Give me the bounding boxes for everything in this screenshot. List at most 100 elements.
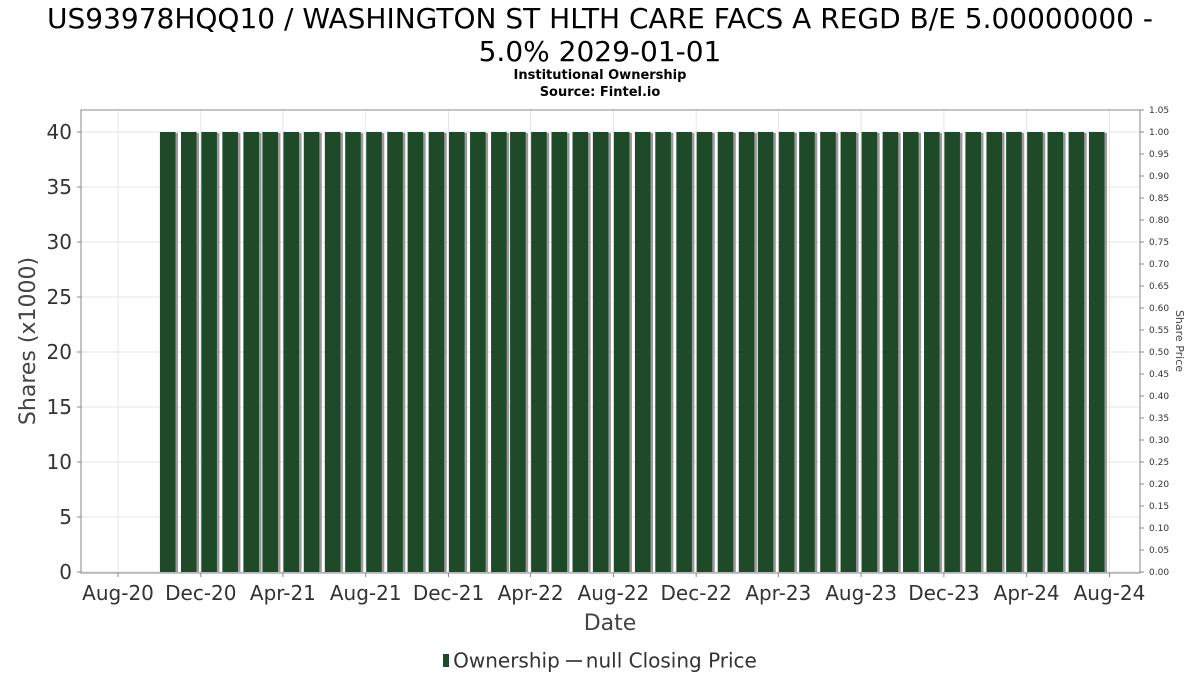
ownership-bar: [407, 132, 424, 572]
x-tick-label: Dec-21: [413, 581, 484, 605]
y2-tick-label: 0.30: [1149, 436, 1169, 446]
legend-ownership-swatch: [443, 654, 450, 667]
chart-source: Source: Fintel.io: [539, 85, 661, 100]
ownership-bar: [180, 132, 197, 572]
ownership-bar: [572, 132, 589, 572]
ownership-bar: [738, 132, 755, 572]
y2-tick-label: 0.70: [1149, 260, 1169, 270]
ownership-bar: [243, 132, 259, 572]
y-tick-label: 30: [47, 230, 72, 254]
x-tick-label: Aug-20: [82, 581, 154, 605]
ownership-bar: [303, 132, 320, 572]
ownership-bar: [676, 132, 692, 572]
ownership-bar: [159, 132, 176, 572]
y2-tick-label: 0.80: [1149, 216, 1169, 226]
chart-title-line-2: 5.0% 2029-01-01: [478, 35, 722, 68]
x-tick-label: Apr-21: [250, 581, 316, 605]
y2-tick-label: 0.35: [1149, 414, 1169, 424]
y-tick-label: 35: [47, 175, 72, 199]
y2-tick-label: 0.20: [1149, 480, 1169, 490]
y2-tick-label: 0.60: [1149, 304, 1169, 314]
ownership-bar: [1047, 132, 1064, 572]
ownership-bar: [387, 132, 403, 572]
legend-ownership-label: Ownership: [453, 648, 560, 673]
ownership-bar: [820, 132, 836, 572]
ownership-bar: [757, 132, 774, 572]
ownership-bar: [283, 132, 300, 572]
ownership-bar: [986, 132, 1003, 572]
ownership-bar: [717, 132, 734, 572]
ownership-bar: [592, 132, 609, 572]
y2-tick-label: 0.90: [1149, 172, 1169, 182]
ownership-bar: [428, 132, 445, 572]
ownership-bar: [222, 132, 238, 572]
x-tick-label: Aug-23: [825, 581, 897, 605]
legend-closing-price-label: null Closing Price: [585, 648, 757, 673]
ownership-bar: [799, 132, 815, 572]
y-tick-label: 0: [59, 560, 72, 584]
ownership-bar: [861, 132, 878, 572]
y2-tick-label: 0.50: [1149, 348, 1169, 358]
plot-frame: [80, 109, 1141, 574]
y2-axis-label: Share Price: [1173, 310, 1186, 372]
ownership-bar: [449, 132, 465, 572]
y-tick-label: 10: [47, 450, 72, 474]
ownership-bar: [944, 132, 960, 572]
y2-tick-label: 0.40: [1149, 392, 1169, 402]
y-tick-label: 20: [47, 340, 72, 364]
y-tick-label: 40: [47, 120, 72, 144]
ownership-bar: [201, 132, 217, 572]
ownership-bar: [634, 132, 651, 572]
ownership-bar: [696, 132, 713, 572]
y2-tick-label: 0.45: [1149, 370, 1169, 380]
ownership-bar: [924, 132, 940, 572]
y-tick-label: 5: [59, 505, 72, 529]
y2-tick-label: 0.65: [1149, 282, 1169, 292]
bars: [159, 132, 1107, 572]
ownership-bar: [902, 132, 919, 572]
y2-tick-label: 0.55: [1149, 326, 1169, 336]
chart-subtitle: Institutional Ownership: [513, 68, 687, 83]
y2-tick-label: 1.05: [1149, 106, 1169, 116]
y2-tick-label: 0.95: [1149, 150, 1169, 160]
x-tick-label: Apr-22: [498, 581, 564, 605]
x-tick-label: Aug-22: [578, 581, 650, 605]
ownership-bar: [551, 132, 568, 572]
ownership-bar: [655, 132, 671, 572]
ownership-bar: [613, 132, 630, 572]
ownership-bar: [366, 132, 382, 572]
x-tick-label: Aug-24: [1074, 581, 1146, 605]
y2-tick-label: 0.10: [1149, 524, 1169, 534]
x-tick-label: Dec-23: [908, 581, 979, 605]
x-tick-label: Apr-23: [745, 581, 811, 605]
x-tick-label: Dec-22: [661, 581, 732, 605]
y2-tick-label: 0.00: [1149, 568, 1169, 578]
ownership-bar: [510, 132, 526, 572]
legend: Ownership null Closing Price: [0, 647, 1200, 673]
y-tick-label: 25: [47, 285, 72, 309]
ownership-bar: [882, 132, 899, 572]
x-tick-label: Aug-21: [330, 581, 402, 605]
y2-tick-label: 0.05: [1149, 546, 1169, 556]
ownership-bar: [470, 132, 486, 572]
ownership-bar: [840, 132, 857, 572]
y-tick-label: 15: [47, 395, 72, 419]
ownership-bar: [1068, 132, 1085, 572]
y-axis-ticks: 0 5 10 15 20 25 30 35 40: [47, 120, 81, 584]
ownership-bar: [1027, 132, 1043, 572]
ownership-bar: [345, 132, 361, 572]
y2-tick-label: 0.15: [1149, 502, 1169, 512]
x-tick-label: Dec-20: [165, 581, 236, 605]
y2-axis-ticks: 0.00 0.05 0.10 0.15 0.20 0.25 0.30 0.35 0.40 0.45…: [1140, 106, 1169, 578]
ownership-bar: [1088, 132, 1105, 572]
y2-tick-label: 0.85: [1149, 194, 1169, 204]
legend-closing-price-swatch: [565, 659, 582, 662]
ownership-bar: [778, 132, 795, 572]
x-tick-label: Apr-24: [994, 581, 1060, 605]
chart-title-line-1: US93978HQQ10 / WASHINGTON ST HLTH CARE F…: [47, 2, 1153, 35]
ownership-bar: [1006, 132, 1022, 572]
y-axis-label: Shares (x1000): [16, 257, 41, 425]
y2-tick-label: 0.25: [1149, 458, 1169, 468]
ownership-bar: [324, 132, 341, 572]
